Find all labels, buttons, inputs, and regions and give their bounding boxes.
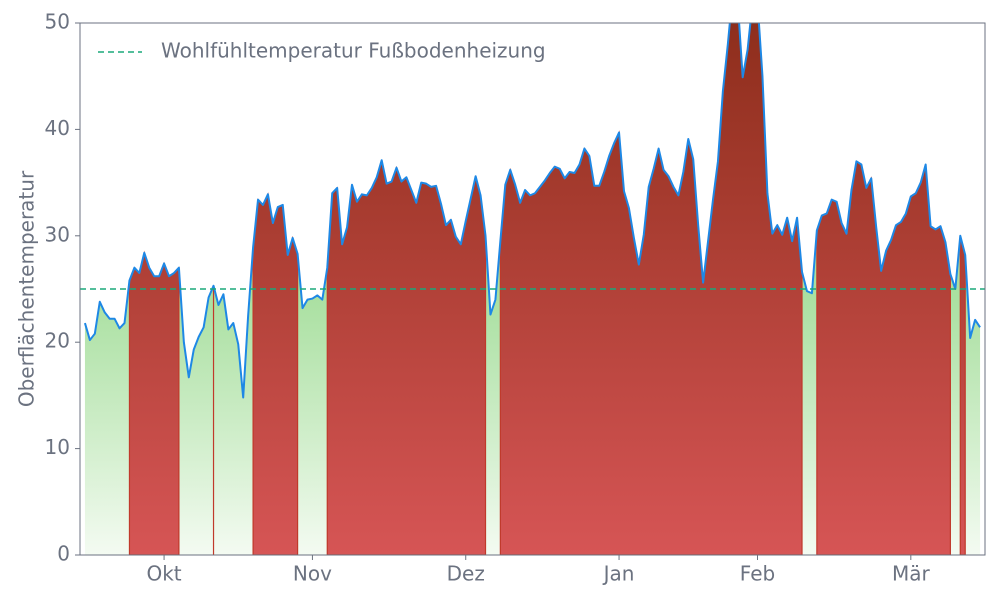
x-tick-label: Mär <box>892 562 931 586</box>
x-tick-label: Jan <box>602 562 635 586</box>
y-tick-label: 0 <box>57 542 70 566</box>
y-axis-label: Oberflächentemperatur <box>15 170 39 407</box>
y-tick-label: 10 <box>45 435 70 459</box>
y-tick-label: 30 <box>45 222 70 246</box>
plot-area <box>83 23 981 555</box>
y-tick-label: 20 <box>45 329 70 353</box>
x-tick-label: Dez <box>447 562 485 586</box>
line <box>83 23 981 399</box>
above-area <box>499 23 803 555</box>
above-area <box>326 160 487 555</box>
x-tick-label: Nov <box>293 562 332 586</box>
plot-frame <box>79 22 986 556</box>
y-tick-label: 40 <box>45 116 70 140</box>
y-tick-label: 50 <box>45 10 70 34</box>
legend-label: Wohlfühltemperatur Fußbodenheizung <box>161 39 546 63</box>
above-area <box>128 250 180 555</box>
x-tick-label: Feb <box>740 562 775 586</box>
above-area <box>252 192 299 555</box>
x-tick-label: Okt <box>146 562 181 586</box>
above-area <box>959 235 966 555</box>
